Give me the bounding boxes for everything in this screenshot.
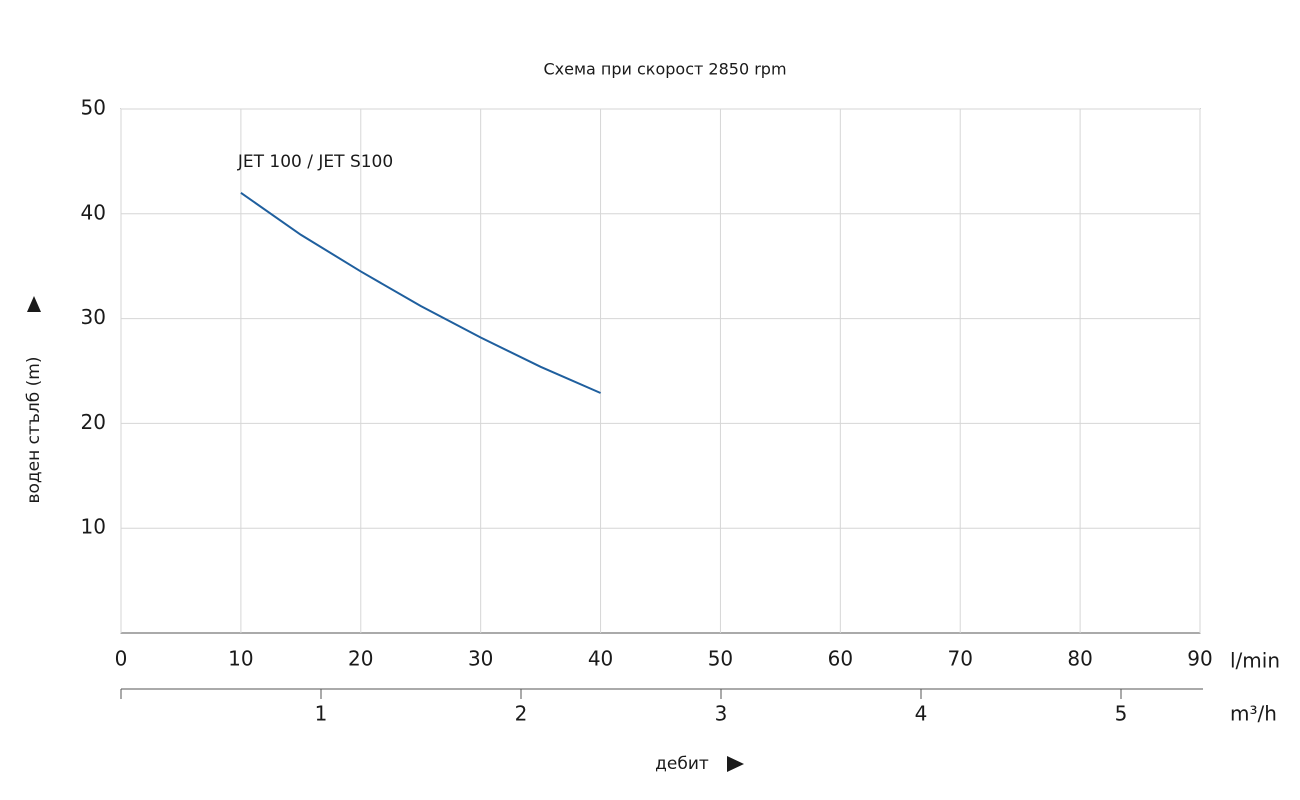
x-tick-label: 40 <box>588 647 613 671</box>
x-tick-label: 30 <box>468 647 493 671</box>
x-arrow <box>727 756 744 772</box>
y-tick-label: 20 <box>81 410 106 434</box>
series-line <box>240 192 601 394</box>
x2-tick-label: 1 <box>315 702 328 726</box>
y-tick-label: 10 <box>81 515 106 539</box>
series-label: JET 100 / JET S100 <box>237 152 393 172</box>
y-tick-label: 40 <box>81 200 106 224</box>
plot-frame <box>120 108 1201 634</box>
x-tick-label: 80 <box>1067 647 1092 671</box>
y-tick-label: 50 <box>81 96 106 120</box>
x-unit: l/min <box>1230 649 1280 673</box>
y-tick-label: 30 <box>81 305 106 329</box>
x2-tick-label: 4 <box>915 702 928 726</box>
x-axis-title: дебит <box>655 754 709 774</box>
x-tick-label: 20 <box>348 647 373 671</box>
x-tick-label: 90 <box>1187 647 1212 671</box>
x-tick-label: 10 <box>228 647 253 671</box>
chart-title: Схема при скорост 2850 rpm <box>543 60 786 79</box>
x2-tick-label: 3 <box>715 702 728 726</box>
x-tick-label: 0 <box>115 647 128 671</box>
y-arrow <box>27 296 41 312</box>
x-tick-label: 60 <box>828 647 853 671</box>
x2-tick-label: 2 <box>515 702 528 726</box>
x2-tick-label: 5 <box>1115 702 1128 726</box>
x2-unit: m³/h <box>1230 702 1277 726</box>
y-axis-title: воден стълб (m) <box>24 357 44 504</box>
x-tick-label: 50 <box>708 647 733 671</box>
x-tick-label: 70 <box>947 647 972 671</box>
